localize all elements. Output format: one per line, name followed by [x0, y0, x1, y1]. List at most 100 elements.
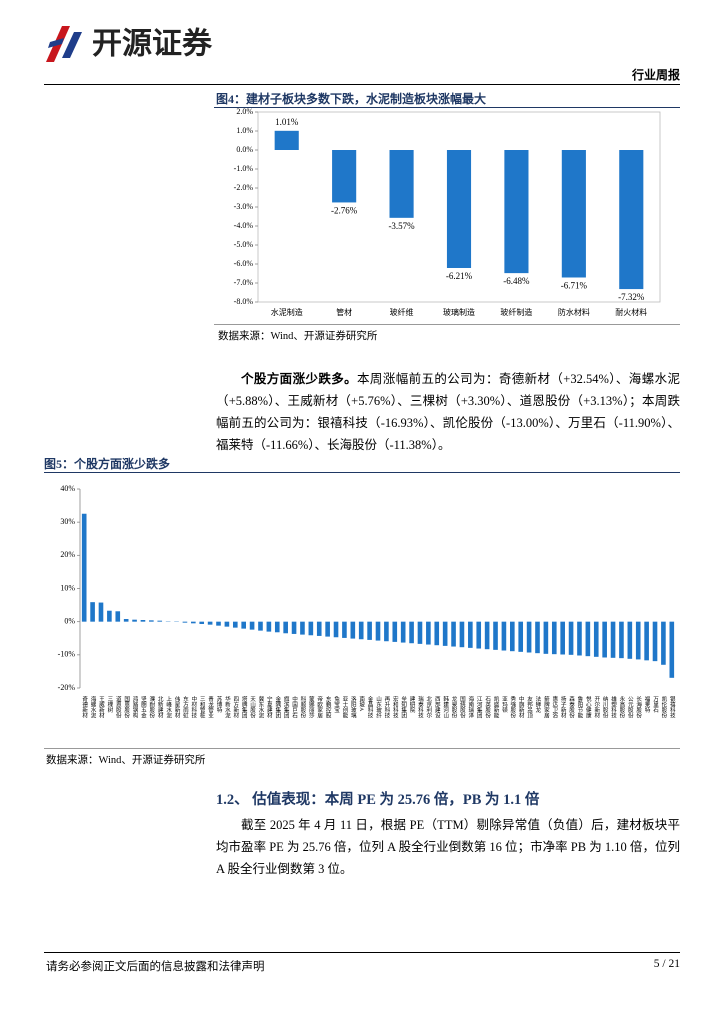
- bar: [224, 621, 230, 627]
- data-label: -3.57%: [388, 221, 415, 231]
- source: 数据来源：Wind、开源证券研究所: [46, 755, 206, 766]
- bar: [81, 513, 87, 622]
- x-tick-label: 苏博特: [216, 695, 223, 713]
- bar: [182, 621, 188, 623]
- x-tick-label: 国统股份: [459, 696, 466, 720]
- x-tick-label: 奇德新材: [81, 695, 88, 719]
- bar: [610, 621, 616, 658]
- bar: [627, 621, 633, 659]
- bar: [216, 621, 221, 626]
- x-tick-label: 科顺股份: [299, 695, 306, 720]
- bar: [308, 621, 314, 636]
- bar: [123, 619, 129, 622]
- x-tick-label: 龙泉股份: [451, 695, 458, 720]
- data-label: -6.71%: [561, 281, 588, 291]
- bar: [140, 620, 146, 622]
- bar: [333, 621, 339, 638]
- bar: [510, 621, 515, 652]
- y-tick-label: -2.0%: [234, 183, 254, 192]
- bar: [157, 620, 163, 622]
- bar: [384, 621, 389, 642]
- bar: [107, 610, 112, 622]
- bar: [451, 621, 456, 647]
- bar: [468, 621, 473, 648]
- x-tick-label: 凯伦股份: [660, 695, 667, 720]
- x-tick-label: 箭牌家居: [543, 695, 550, 720]
- bar: [249, 621, 255, 630]
- x-tick-label: 宏和科技: [392, 695, 399, 720]
- y-tick-label: 30%: [60, 517, 75, 526]
- bar: [400, 621, 406, 643]
- bar: [375, 621, 381, 641]
- x-tick-label: 银禧科技: [669, 695, 676, 720]
- bar: [543, 621, 549, 654]
- x-tick-label: 坚朗五金: [140, 695, 147, 719]
- x-tick-label: 帝欧家居: [316, 695, 323, 720]
- bar: [274, 130, 299, 150]
- x-tick-label: 秀强股份: [509, 695, 516, 720]
- x-tick-label: 再升科技: [383, 696, 390, 720]
- logo: 开源证券: [46, 26, 213, 62]
- x-tick-label: 伟星新材: [174, 695, 181, 719]
- bar: [619, 150, 644, 290]
- x-tick-label: 海南瑞泽: [467, 695, 474, 720]
- bar: [274, 621, 280, 633]
- x-tick-label: 亚士创能: [341, 696, 348, 720]
- bar: [300, 621, 305, 635]
- y-tick-label: 10%: [60, 583, 75, 592]
- bar: [593, 621, 599, 657]
- source: 数据来源：Wind、开源证券研究所: [218, 331, 378, 342]
- x-tick-label: 惠达卫浴: [551, 695, 558, 720]
- x-tick-label: 南玻A: [358, 695, 365, 711]
- data-label: -2.76%: [331, 206, 358, 216]
- paragraph: 个股方面涨少跌多。本周涨幅前五的公司为：奇德新材（+32.54%）、海螺水泥（+…: [216, 368, 680, 456]
- paragraph: 截至 2025 年 4 月 11 日，根据 PE（TTM）剔除异常值（负值）后，…: [216, 818, 680, 876]
- logo-mark: [62, 32, 82, 58]
- header-rule: [44, 84, 680, 85]
- bar: [342, 621, 347, 638]
- x-tick-label: 三和管桩: [199, 696, 206, 720]
- bar: [316, 621, 322, 636]
- data-label: 1.01%: [275, 117, 299, 127]
- bar: [389, 150, 414, 218]
- bar: [358, 621, 364, 640]
- x-tick-label: 中旗新材: [518, 695, 525, 719]
- bar: [241, 621, 246, 629]
- chart: 40% 30% 20% 10% 0% -10% -20% 奇德新材 海螺水泥 王威新材 三棵树 道恩股…: [58, 484, 676, 720]
- bar: [98, 602, 104, 622]
- y-tick-label: 1.0%: [236, 126, 253, 135]
- x-tick-label: 公元股份: [627, 696, 634, 720]
- x-tick-label: 天山股份: [249, 696, 256, 720]
- bar: [635, 621, 641, 660]
- bar: [526, 621, 532, 653]
- bar: [561, 150, 586, 278]
- x-tick-label: 耐火材料: [615, 307, 647, 317]
- bar: [551, 621, 557, 655]
- x-tick-label: 韩建河山: [442, 695, 449, 720]
- bar: [504, 150, 529, 274]
- x-tick-label: 洛阳玻璃: [350, 695, 357, 720]
- x-tick-label: 濮耐股份: [148, 695, 155, 720]
- bar: [367, 621, 372, 640]
- x-tick-label: 建研院: [409, 695, 416, 714]
- data-label: -6.48%: [503, 276, 530, 286]
- bar: [417, 621, 423, 644]
- bar: [619, 621, 624, 659]
- x-tick-label: 福莱特: [644, 695, 651, 713]
- bar: [577, 621, 582, 656]
- x-tick-label: 宁夏建材: [266, 695, 273, 719]
- bar: [493, 621, 498, 650]
- chart: 2.0% 1.0% 0.0% -1.0% -2.0% -3.0% -4.0% -5.0% -6.…: [234, 108, 661, 317]
- x-tick-label: 管材: [336, 307, 352, 317]
- bar: [669, 621, 675, 678]
- bar: [446, 150, 472, 268]
- bar: [132, 619, 137, 622]
- y-tick-label: -8.0%: [234, 297, 254, 306]
- x-tick-label: 友邦吊顶: [526, 695, 533, 720]
- figure-rule: [44, 748, 680, 749]
- figure-rule: [214, 324, 680, 325]
- bar: [476, 621, 482, 649]
- figure-title: 图4：建材子板块多数下跌，水泥制造板块涨幅最大: [216, 92, 487, 106]
- y-tick-label: -3.0%: [234, 202, 254, 211]
